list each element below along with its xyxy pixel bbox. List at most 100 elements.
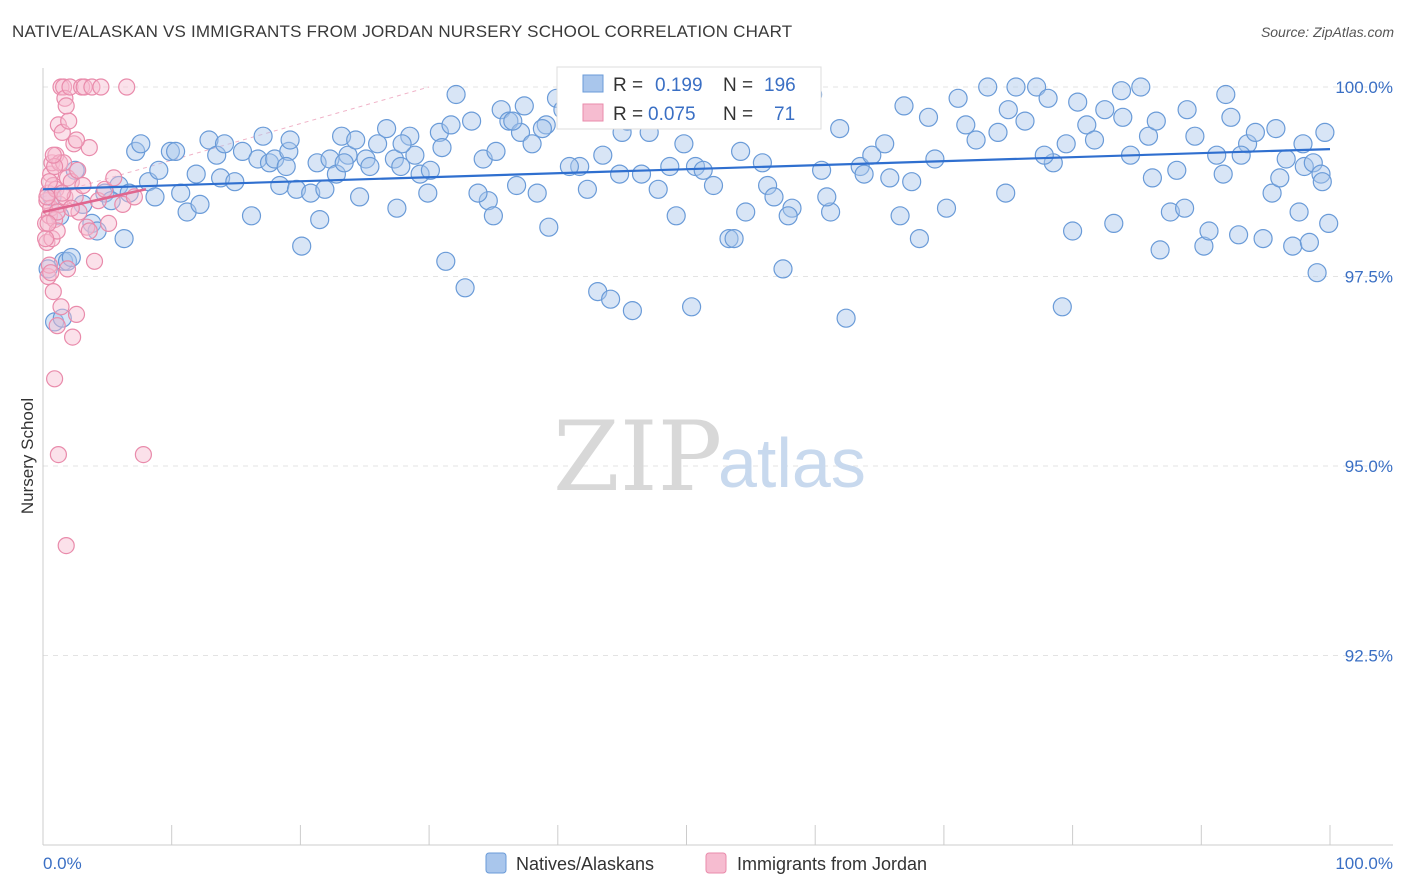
natives-point [391,156,411,177]
stats-legend: R = 0.199 N = 196 R = 0.075 N = 71 [556,66,822,130]
natives-point [1216,84,1236,105]
natives-point [478,191,498,211]
natives-point [441,115,461,135]
jordan-point [48,317,66,335]
natives-point [1084,130,1105,150]
natives-point [522,134,542,154]
natives-point [660,156,680,177]
natives-point [1052,297,1072,317]
jordan-point [44,146,62,164]
natives-point [1006,77,1026,97]
natives-point [622,301,643,321]
stat-r-label-blue: R = [613,75,643,96]
natives-point [1228,225,1249,245]
natives-point [491,100,511,120]
natives-point [936,198,957,218]
natives-point [346,130,366,150]
natives-point [61,247,81,268]
natives-point [909,229,930,249]
watermark-zip: ZIP [553,401,722,513]
natives-point [570,156,590,177]
stat-n-value-blue: 196 [764,75,796,96]
jordan-point [67,305,86,323]
natives-point [310,210,330,230]
natives-point [1231,145,1251,165]
natives-point [145,187,165,207]
jordan-trend-line [42,188,147,214]
natives-point [207,145,227,165]
legend-label-jordan: Immigrants from Jordan [737,854,927,874]
natives-point [1253,229,1273,249]
natives-point [1174,198,1195,218]
natives-point [241,206,262,226]
natives-point [978,77,998,97]
natives-point [436,251,456,271]
natives-point [292,236,312,256]
natives-point [1194,236,1214,256]
natives-point [817,187,837,207]
natives-point [405,145,425,165]
natives-point [757,175,778,196]
natives-point [1056,134,1076,154]
y-axis-title: Nursery School [18,398,37,514]
natives-point [830,119,850,139]
jordan-point [39,214,57,232]
natives-point [1138,126,1159,146]
natives-point [559,156,580,177]
natives-point [752,153,773,173]
legend-swatch-jordan [705,852,727,874]
natives-point [131,134,151,154]
natives-point [1270,168,1290,188]
natives-point [1034,145,1054,165]
natives-point [966,130,986,150]
natives-point [186,164,206,184]
natives-point [384,149,404,169]
natives-point [377,119,397,139]
natives-point [506,175,527,196]
natives-point [1038,88,1058,108]
natives-point [429,122,449,142]
reference-line [42,86,430,198]
natives-point [149,160,169,180]
natives-point [1131,77,1151,97]
natives-point [948,88,968,108]
natives-point [996,183,1016,203]
chart-title: NATIVE/ALASKAN VS IMMIGRANTS FROM JORDAN… [12,22,793,41]
natives-point [468,183,488,203]
stat-n-label-blue: N = [723,75,753,96]
natives-point [387,198,407,218]
jordan-point [99,214,118,232]
jordan-point [52,298,70,316]
natives-point [532,119,553,139]
natives-point [736,202,756,222]
natives-point [1199,221,1219,241]
natives-point [703,175,724,196]
natives-point [1307,263,1327,283]
natives-point [730,141,751,161]
natives-point [609,164,630,184]
y-tick-labels: 100.0% 97.5% 95.0% 92.5% [1335,78,1393,666]
jordan-point [49,446,68,464]
natives-point [1095,100,1115,120]
natives-trend-line [42,148,1331,191]
natives-point [1015,111,1035,131]
natives-point [1262,183,1282,203]
natives-point [674,134,694,154]
natives-point [894,96,914,116]
natives-point [432,138,452,158]
natives-point [1289,202,1309,222]
axes [42,68,1393,846]
natives-point [214,134,235,154]
stat-r-value-pink: 0.075 [648,104,696,125]
natives-point [539,217,559,237]
jordan-point [80,222,98,240]
x-tick-label-right: 100.0% [1335,854,1393,873]
legend-label-natives: Natives/Alaskans [516,854,654,874]
jordan-point [42,264,60,282]
natives-point [1146,111,1166,131]
stats-swatch-blue [582,74,604,93]
natives-point [1303,153,1323,173]
jordan-point [83,78,101,96]
natives-point [350,187,370,207]
natives-point [875,134,895,154]
